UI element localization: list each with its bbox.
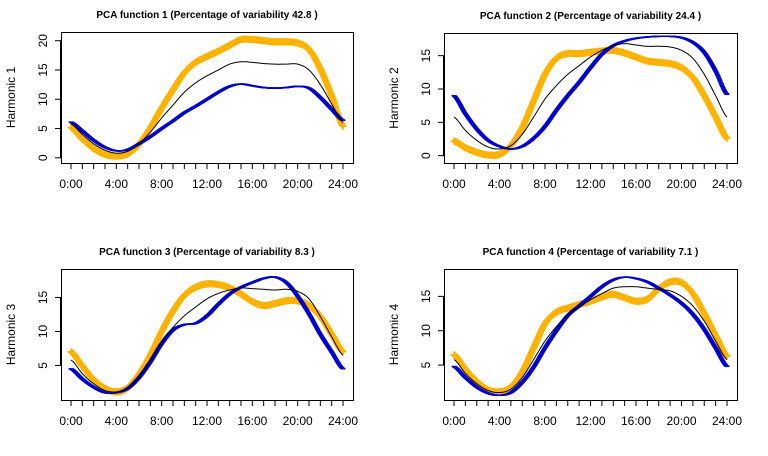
plot-frame	[444, 269, 738, 401]
x-tick-label: 0:00	[442, 177, 466, 191]
x-tick-label: 8:00	[533, 414, 557, 428]
y-axis-label: Harmonic 4	[387, 304, 401, 366]
pca-panel-4: PCA function 4 (Percentage of variabilit…	[387, 247, 742, 428]
y-tick-label: 15	[36, 63, 50, 77]
x-tick-label: 16:00	[237, 414, 267, 428]
y-tick-label: 0	[419, 152, 433, 159]
plot-frame	[61, 269, 354, 401]
x-tick-label: 24:00	[328, 177, 358, 191]
y-tick-label: 15	[36, 290, 50, 304]
x-tick-label: 20:00	[283, 414, 313, 428]
x-tick-label: 24:00	[712, 414, 742, 428]
plot-frame	[61, 32, 354, 164]
mean-curve	[70, 287, 344, 393]
x-tick-label: 20:00	[283, 177, 313, 191]
x-tick-label: 8:00	[150, 414, 174, 428]
panel-title: PCA function 4 (Percentage of variabilit…	[483, 247, 699, 258]
pca-panel-3: PCA function 3 (Percentage of variabilit…	[4, 247, 358, 428]
minus-harmonic-series	[451, 35, 730, 150]
panel-title: PCA function 1 (Percentage of variabilit…	[96, 10, 317, 21]
minus-harmonic-series	[68, 83, 346, 152]
x-tick-label: 12:00	[575, 177, 605, 191]
plus-harmonic-series	[67, 280, 347, 396]
y-tick-label: 15	[419, 289, 433, 303]
plot-frame	[444, 33, 738, 164]
y-axis-label: Harmonic 3	[4, 304, 18, 366]
x-tick-label: 20:00	[666, 177, 696, 191]
pca-panel-2: PCA function 2 (Percentage of variabilit…	[387, 11, 742, 191]
x-tick-label: 0:00	[442, 414, 466, 428]
x-tick-label: 8:00	[150, 177, 174, 191]
y-tick-label: 0	[36, 154, 50, 161]
y-tick-label: 10	[419, 82, 433, 96]
x-tick-label: 4:00	[488, 177, 512, 191]
x-tick-label: 8:00	[533, 177, 557, 191]
x-tick-label: 12:00	[575, 414, 605, 428]
x-tick-label: 12:00	[192, 177, 222, 191]
y-tick-label: 5	[419, 119, 433, 126]
plus-marker	[723, 134, 731, 142]
x-tick-label: 4:00	[105, 177, 129, 191]
panel-title: PCA function 3 (Percentage of variabilit…	[99, 247, 315, 258]
mean-curve	[453, 43, 728, 150]
y-tick-label: 5	[36, 362, 50, 369]
mean-curve	[453, 286, 728, 394]
y-tick-label: 5	[419, 361, 433, 368]
y-tick-label: 10	[419, 324, 433, 338]
minus-harmonic-series	[451, 276, 730, 397]
x-tick-label: 16:00	[621, 177, 651, 191]
panel-title: PCA function 2 (Percentage of variabilit…	[480, 11, 701, 22]
x-tick-label: 24:00	[712, 177, 742, 191]
y-tick-label: 10	[36, 92, 50, 106]
y-tick-label: 5	[36, 125, 50, 132]
x-tick-label: 16:00	[621, 414, 651, 428]
x-tick-label: 4:00	[488, 414, 512, 428]
x-tick-label: 24:00	[328, 414, 358, 428]
x-tick-label: 0:00	[59, 177, 83, 191]
y-axis-label: Harmonic 1	[4, 67, 18, 129]
y-tick-label: 10	[36, 324, 50, 338]
mean-curve	[70, 61, 344, 154]
y-axis-label: Harmonic 2	[387, 67, 401, 129]
x-tick-label: 4:00	[105, 414, 129, 428]
pca-panel-1: PCA function 1 (Percentage of variabilit…	[4, 10, 358, 191]
y-tick-label: 15	[419, 49, 433, 63]
x-tick-label: 16:00	[237, 177, 267, 191]
x-tick-label: 20:00	[666, 414, 696, 428]
plus-marker	[339, 122, 347, 130]
x-tick-label: 0:00	[59, 414, 83, 428]
x-tick-label: 12:00	[192, 414, 222, 428]
y-tick-label: 20	[36, 34, 50, 48]
plus-harmonic-series	[450, 46, 731, 159]
